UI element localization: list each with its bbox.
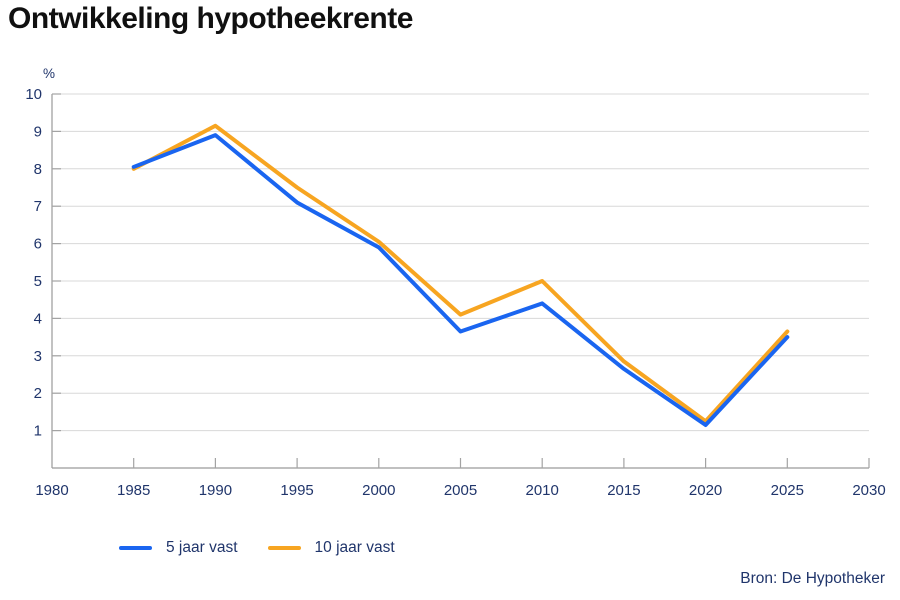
x-tick-label: 1980 — [35, 482, 68, 499]
legend-item-10-jaar-vast: 10 jaar vast — [267, 539, 395, 557]
series-line-10-jaar-vast — [131, 123, 790, 424]
x-tick-label: 2010 — [526, 482, 559, 499]
series-lines — [131, 123, 790, 427]
x-tick-label: 1985 — [117, 482, 150, 499]
y-tick-label: 4 — [34, 310, 42, 327]
legend-item-5-jaar-vast: 5 jaar vast — [119, 539, 238, 557]
x-tick-label: 1990 — [199, 482, 232, 499]
line-chart: 1 2 3 4 5 6 7 8 9 10 1980 1985 1990 1995 2000 2005 2010 2… — [25, 86, 886, 499]
series-line-5-jaar-vast — [131, 133, 790, 427]
chart-title: Ontwikkeling hypotheekrente — [8, 2, 413, 35]
y-axis: 1 2 3 4 5 6 7 8 9 10 — [25, 86, 61, 468]
x-tick-label: 2015 — [607, 482, 640, 499]
y-tick-label: 5 — [34, 273, 42, 290]
source-credit: Bron: De Hypotheker — [740, 570, 885, 587]
legend-swatch-blue — [119, 546, 152, 550]
y-tick-label: 7 — [34, 198, 42, 215]
legend-label-5-jaar-vast: 5 jaar vast — [166, 539, 238, 556]
y-tick-label: 9 — [34, 123, 42, 140]
y-axis-unit-label: % — [43, 66, 56, 81]
x-tick-label: 2025 — [771, 482, 804, 499]
legend-label-10-jaar-vast: 10 jaar vast — [314, 539, 395, 556]
y-tick-label: 1 — [34, 423, 42, 440]
x-tick-label: 2020 — [689, 482, 722, 499]
x-tick-label: 2030 — [852, 482, 885, 499]
legend-swatch-orange — [267, 546, 301, 550]
x-tick-label: 2000 — [362, 482, 395, 499]
y-tick-label: 3 — [34, 348, 42, 365]
gridlines — [52, 93, 869, 432]
x-tick-label: 1995 — [280, 482, 313, 499]
y-tick-label: 2 — [34, 385, 42, 402]
chart-legend: 5 jaar vast 10 jaar vast — [119, 539, 395, 557]
x-tick-label: 2005 — [444, 482, 477, 499]
x-axis: 1980 1985 1990 1995 2000 2005 2010 2015 2020 2025… — [35, 458, 886, 499]
y-tick-label: 8 — [34, 161, 42, 178]
y-tick-label: 10 — [25, 86, 42, 103]
y-tick-label: 6 — [34, 236, 42, 253]
